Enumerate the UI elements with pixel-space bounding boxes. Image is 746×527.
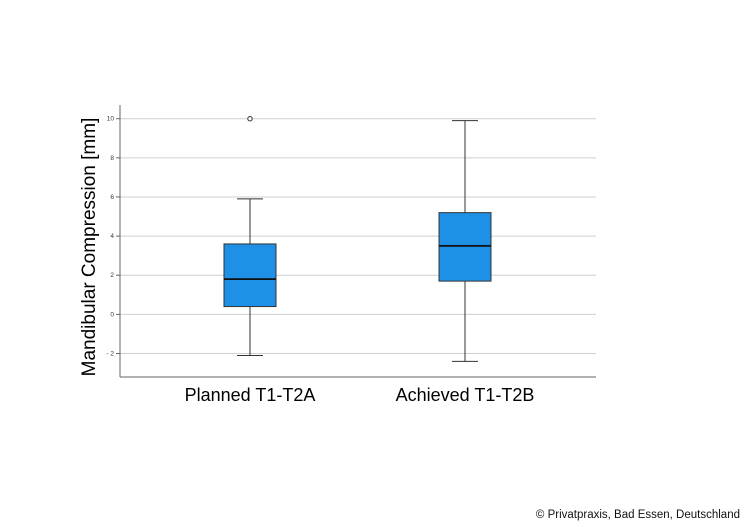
y-tick-label: 8 bbox=[110, 155, 114, 162]
x-category-labels: Planned T1-T2A Achieved T1-T2B bbox=[185, 385, 535, 405]
iqr-box bbox=[438, 212, 492, 282]
y-tick-label: 2 bbox=[110, 272, 114, 279]
copyright-credit: © Privatpraxis, Bad Essen, Deutschland bbox=[535, 509, 740, 521]
box-group bbox=[438, 120, 492, 362]
x-category-label: Achieved T1-T2B bbox=[396, 385, 535, 405]
y-tick-label: 6 bbox=[110, 194, 114, 201]
box-group bbox=[223, 115, 277, 356]
boxes bbox=[223, 115, 492, 362]
y-tick-label: 4 bbox=[110, 233, 114, 240]
x-category-label: Planned T1-T2A bbox=[185, 385, 316, 405]
y-tick-label: - 2 bbox=[106, 351, 114, 358]
y-tick-label: 0 bbox=[110, 311, 114, 318]
y-tick-label: 10 bbox=[107, 116, 115, 123]
axes bbox=[119, 105, 596, 378]
iqr-box bbox=[223, 243, 277, 308]
y-tick-labels: 10 8 6 4 2 0 - 2 bbox=[106, 116, 120, 358]
gridlines bbox=[120, 118, 596, 355]
outlier-point bbox=[247, 115, 253, 122]
y-axis-title: Mandibular Compression [mm] bbox=[79, 118, 100, 377]
